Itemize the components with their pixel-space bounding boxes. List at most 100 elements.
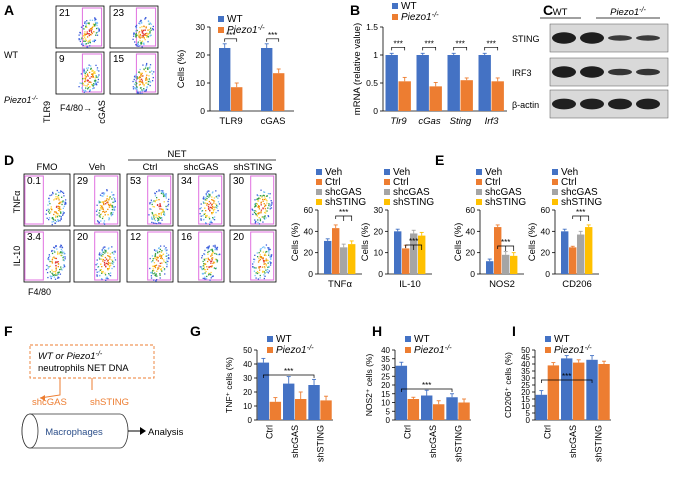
flow-event bbox=[271, 254, 273, 256]
flow-event bbox=[59, 210, 61, 213]
flow-event bbox=[63, 256, 65, 258]
flow-d-1-3: 16 bbox=[177, 229, 225, 283]
y-tick-label: 0 bbox=[386, 416, 391, 425]
flow-event bbox=[148, 29, 151, 31]
flow-event bbox=[51, 252, 54, 255]
flow-event bbox=[98, 29, 100, 32]
flow-event bbox=[62, 213, 64, 215]
bar-cgas-1 bbox=[273, 73, 285, 111]
significance-label: *** bbox=[456, 39, 465, 48]
category-label: CD206 bbox=[562, 279, 592, 290]
genotype-base: Piezo1 bbox=[401, 12, 432, 23]
flow-event bbox=[113, 209, 116, 211]
flow-event bbox=[205, 210, 207, 212]
flow-event bbox=[135, 87, 138, 90]
flow-event bbox=[201, 255, 204, 257]
flow-event bbox=[52, 257, 54, 259]
significance-label: *** bbox=[576, 208, 585, 217]
flow-event bbox=[113, 201, 116, 203]
category-label: IL-10 bbox=[399, 279, 421, 290]
flow-event bbox=[207, 190, 209, 192]
flow-event bbox=[211, 196, 213, 198]
flow-event bbox=[163, 245, 165, 247]
y-tick-label: 20 bbox=[521, 388, 530, 397]
flow-event bbox=[106, 268, 109, 270]
panel-letter-i: I bbox=[512, 323, 516, 339]
flow-event bbox=[113, 265, 115, 268]
flow-event bbox=[101, 278, 103, 280]
bar-ctrl-1 bbox=[269, 401, 282, 420]
flow-event bbox=[141, 75, 143, 77]
flow-event bbox=[58, 253, 61, 255]
flow-event bbox=[147, 83, 149, 85]
flow-event bbox=[261, 246, 264, 249]
flow-event bbox=[149, 267, 151, 270]
flow-event bbox=[212, 262, 214, 265]
flow-event bbox=[102, 260, 104, 262]
flow-event bbox=[141, 42, 143, 44]
flow-event bbox=[95, 18, 97, 21]
flow-event bbox=[49, 260, 51, 263]
flow-event bbox=[165, 255, 167, 257]
flow-event bbox=[101, 205, 103, 207]
bar-shcgas-1 bbox=[433, 404, 445, 420]
flow-event bbox=[139, 37, 141, 39]
flow-event bbox=[56, 205, 58, 208]
flow-event bbox=[203, 196, 205, 198]
flow-event bbox=[55, 206, 58, 208]
flow-event bbox=[254, 222, 256, 224]
flow-event bbox=[213, 206, 215, 208]
flow-event bbox=[88, 90, 91, 92]
flow-a-1-0: 9 bbox=[55, 51, 105, 95]
blot-band bbox=[636, 68, 660, 76]
flow-event bbox=[155, 258, 158, 261]
flow-event bbox=[158, 251, 161, 253]
flow-event bbox=[96, 275, 98, 277]
flow-event bbox=[258, 223, 261, 225]
flow-event bbox=[49, 271, 51, 273]
flow-event bbox=[209, 193, 211, 196]
bar-ctrl-0 bbox=[395, 365, 408, 420]
flow-event bbox=[91, 69, 93, 71]
flow-event bbox=[201, 257, 203, 259]
significance-bracket bbox=[263, 374, 315, 378]
flow-event bbox=[157, 257, 159, 259]
flow-event bbox=[258, 272, 260, 274]
flow-event bbox=[251, 209, 254, 211]
flow-event bbox=[92, 40, 94, 42]
flow-event bbox=[210, 274, 212, 276]
flow-event bbox=[140, 41, 142, 43]
flow-event bbox=[212, 216, 214, 219]
flow-event bbox=[267, 247, 269, 249]
flow-event bbox=[260, 248, 262, 250]
flow-event bbox=[159, 245, 162, 247]
significance-label: *** bbox=[425, 39, 434, 48]
flow-event bbox=[152, 273, 154, 275]
flow-event bbox=[59, 273, 62, 275]
flow-event bbox=[204, 249, 206, 252]
flow-event bbox=[55, 245, 57, 247]
flow-event bbox=[53, 256, 55, 258]
flow-event bbox=[212, 257, 214, 259]
flow-event bbox=[162, 253, 164, 256]
flow-d-1-4: 20 bbox=[229, 229, 277, 283]
flow-event bbox=[53, 274, 56, 276]
flow-event bbox=[90, 76, 93, 78]
legend-label: Piezo1-/- bbox=[276, 343, 314, 356]
blot-band bbox=[552, 32, 576, 44]
flow-event bbox=[143, 25, 145, 27]
bar-ctrl-0 bbox=[535, 394, 548, 420]
flow-event bbox=[203, 258, 205, 261]
flow-event bbox=[104, 211, 106, 214]
flow-event bbox=[105, 249, 107, 252]
flow-event bbox=[266, 202, 268, 204]
flow-event bbox=[147, 68, 149, 70]
category-label: shcGAS bbox=[428, 425, 438, 458]
flow-event bbox=[161, 192, 163, 194]
flow-event bbox=[59, 215, 61, 217]
flow-event bbox=[55, 193, 57, 195]
flow-event bbox=[107, 252, 109, 254]
flow-event bbox=[149, 66, 151, 68]
flow-event bbox=[110, 213, 112, 215]
